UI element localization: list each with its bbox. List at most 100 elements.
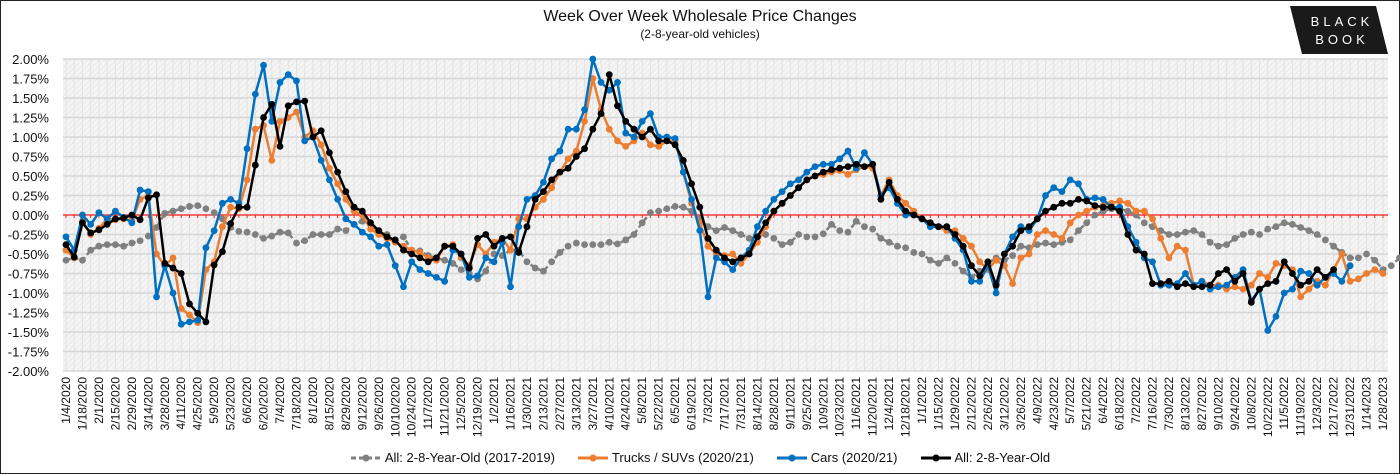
data-point <box>70 253 78 261</box>
data-point <box>770 196 778 203</box>
legend-item-trucks-suvs: Trucks / SUVs (2020/21) <box>577 450 754 465</box>
data-point <box>828 166 835 174</box>
data-point <box>778 188 786 196</box>
data-point <box>572 153 580 160</box>
y-tick-label: -1.00% <box>8 286 50 301</box>
data-point <box>1149 280 1156 288</box>
data-point <box>1256 285 1263 293</box>
data-point <box>326 149 333 157</box>
data-point <box>1017 227 1025 235</box>
data-point <box>795 176 802 184</box>
data-point <box>605 238 613 246</box>
data-point <box>95 242 103 250</box>
data-point <box>1157 280 1165 288</box>
data-point <box>293 77 300 85</box>
data-point <box>358 228 366 236</box>
x-tick-label: 6/18/2022 <box>1113 377 1127 431</box>
data-point <box>465 264 473 272</box>
y-tick-label: 1.25% <box>12 111 49 126</box>
data-point <box>1346 277 1354 285</box>
data-point <box>408 258 416 266</box>
data-point <box>301 137 309 145</box>
data-point <box>268 232 276 240</box>
data-point <box>1239 231 1247 238</box>
x-tick-label: 5/21/2022 <box>1080 377 1094 431</box>
data-point <box>893 196 901 203</box>
data-point <box>589 241 597 249</box>
data-point <box>243 176 251 184</box>
data-point <box>79 256 86 264</box>
x-tick-label: 12/4/2021 <box>882 377 896 431</box>
data-point <box>1396 254 1400 262</box>
data-point <box>103 220 111 228</box>
data-point <box>564 155 572 163</box>
data-point <box>1280 219 1288 227</box>
data-point <box>556 147 564 155</box>
data-point <box>770 235 778 242</box>
data-point <box>498 235 506 242</box>
data-point <box>1338 277 1346 285</box>
data-point <box>1182 228 1189 236</box>
data-point <box>1305 285 1313 293</box>
data-point <box>1116 207 1123 215</box>
data-point <box>161 259 169 267</box>
data-point <box>1075 211 1082 219</box>
data-point <box>1025 223 1033 231</box>
x-tick-label: 7/30/2022 <box>1162 377 1176 431</box>
data-point <box>1297 224 1305 231</box>
data-point <box>976 272 984 280</box>
x-tick-label: 1/14/2023 <box>1360 377 1374 431</box>
data-point <box>1058 235 1066 242</box>
data-point <box>548 184 556 192</box>
data-point <box>1223 281 1231 289</box>
data-point <box>111 215 119 223</box>
x-tick-label: 1/29/2022 <box>948 377 962 431</box>
data-point <box>334 225 342 233</box>
data-point <box>1091 194 1099 202</box>
data-point <box>597 241 605 249</box>
data-point <box>1214 270 1222 277</box>
data-point <box>120 214 128 222</box>
data-point <box>1198 283 1206 291</box>
series-group <box>62 55 1400 334</box>
data-point <box>326 164 333 172</box>
data-point <box>1173 283 1181 291</box>
data-point <box>1280 289 1288 297</box>
data-point <box>1165 277 1173 285</box>
data-point <box>836 227 844 235</box>
data-point <box>1206 281 1214 289</box>
data-point <box>400 283 407 291</box>
data-point <box>795 184 802 192</box>
y-tick-label: 1.75% <box>12 72 49 87</box>
data-point <box>433 274 440 281</box>
data-point <box>153 250 160 258</box>
data-point <box>1042 227 1049 235</box>
data-point <box>1305 277 1313 285</box>
data-point <box>177 320 185 328</box>
x-tick-label: 9/11/2021 <box>783 377 797 430</box>
x-tick-label: 8/28/2021 <box>767 377 781 431</box>
data-point <box>1009 280 1016 288</box>
data-point <box>844 147 852 155</box>
data-point <box>786 180 794 188</box>
data-point <box>877 196 885 203</box>
y-tick-label: -1.25% <box>8 306 50 321</box>
x-tick-label: 3/14/2020 <box>141 377 155 431</box>
y-tick-label: 0.25% <box>12 189 49 204</box>
data-point <box>622 142 630 150</box>
data-point <box>671 135 679 142</box>
data-point <box>227 203 235 211</box>
data-point <box>1173 231 1181 238</box>
y-axis-tick-labels: 2.00% 1.75% 1.50% 1.25% 1.00% 0.75% 0.50% 0.25%… <box>8 52 50 379</box>
y-tick-label: -0.50% <box>8 247 50 262</box>
data-point <box>342 215 350 223</box>
data-point <box>647 110 654 117</box>
data-point <box>976 258 984 266</box>
data-point <box>1313 281 1321 289</box>
data-point <box>449 242 457 250</box>
data-point <box>721 224 728 231</box>
data-point <box>968 242 975 250</box>
data-point <box>1099 196 1107 203</box>
data-point <box>795 231 802 238</box>
x-tick-label: 11/5/2022 <box>1277 377 1291 430</box>
